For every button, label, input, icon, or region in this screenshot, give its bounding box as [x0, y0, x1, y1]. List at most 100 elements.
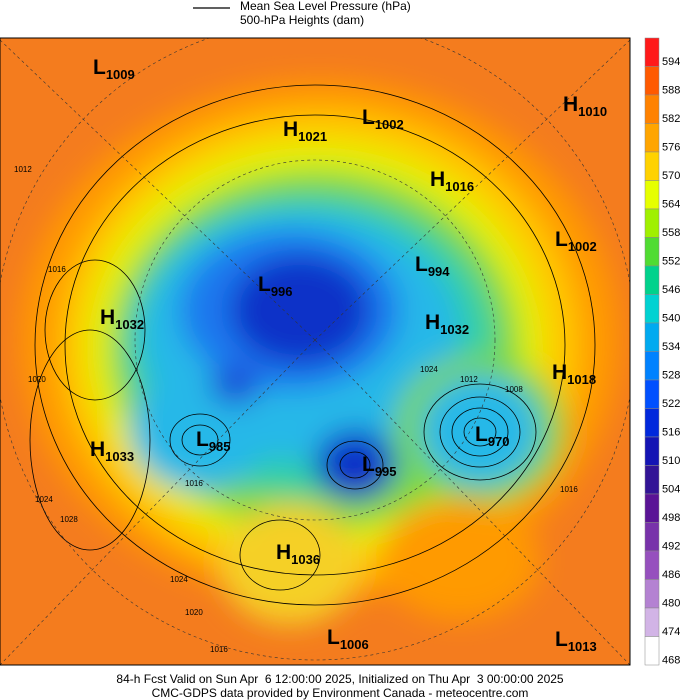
pressure-center: L1009 [93, 56, 135, 83]
pressure-center: L1006 [327, 626, 369, 653]
colorbar-swatch [644, 208, 660, 238]
colorbar-label: 552 [662, 256, 680, 268]
colorbar-swatch [644, 66, 660, 96]
contour-label: 1008 [505, 385, 523, 394]
legend-text: 500-hPa Heights (dam) [240, 13, 364, 27]
contour-label: 1016 [560, 485, 578, 494]
center-type: H [563, 93, 578, 116]
contour-label: 1016 [185, 479, 203, 488]
pressure-center: H1018 [552, 361, 596, 388]
pressure-center: H1021 [283, 118, 327, 145]
colorbar-label: 582 [662, 113, 680, 125]
colorbar-label: 588 [662, 85, 680, 97]
contour-label: 1028 [60, 515, 78, 524]
colorbar-swatch [644, 294, 660, 324]
center-type: H [430, 168, 445, 191]
pressure-center: H1010 [563, 93, 607, 120]
colorbar-swatch [644, 322, 660, 352]
footer-text: 84-h Fcst Valid on Sun Apr 6 12:00:00 20… [116, 672, 564, 686]
center-type: H [90, 438, 105, 461]
colorbar-swatch [644, 436, 660, 466]
center-type: L [362, 453, 375, 476]
contour-label: 1012 [14, 165, 32, 174]
center-value: 970 [488, 434, 510, 449]
contour-label: 1024 [420, 365, 438, 374]
pressure-center: L1013 [555, 628, 597, 655]
colorbar-label: 510 [662, 455, 680, 467]
contour-label: 1020 [185, 608, 203, 617]
colorbar-label: 474 [662, 626, 680, 638]
colorbar-label: 498 [662, 512, 680, 524]
center-value: 1032 [115, 317, 144, 332]
center-value: 1016 [445, 179, 474, 194]
pressure-center: L985 [196, 428, 231, 455]
colorbar-swatch [644, 522, 660, 552]
center-type: H [552, 361, 567, 384]
center-type: L [93, 56, 106, 79]
pressure-center: L995 [362, 453, 397, 480]
contour-label: 1020 [28, 375, 46, 384]
center-value: 1036 [291, 552, 320, 567]
center-type: L [196, 428, 209, 451]
colorbar-swatch [644, 265, 660, 295]
center-value: 985 [209, 439, 231, 454]
colorbar-label: 570 [662, 170, 680, 182]
colorbar-label: 480 [662, 598, 680, 610]
map: 1012 1016 1020 1024 1028 1024 1020 1016 1016 1012… [0, 38, 630, 665]
colorbar-swatch [644, 123, 660, 153]
colorbar-swatch [644, 550, 660, 580]
colorbar-swatch [644, 379, 660, 409]
pressure-center: H1016 [430, 168, 474, 195]
colorbar-label: 486 [662, 569, 680, 581]
pressure-center: L1002 [362, 106, 404, 133]
center-value: 994 [428, 264, 450, 279]
pressure-center: H1032 [425, 311, 469, 338]
colorbar-label: 492 [662, 541, 680, 553]
map-frame [0, 37, 631, 666]
colorbar-label: 528 [662, 370, 680, 382]
center-value: 1032 [440, 322, 469, 337]
center-value: 996 [271, 284, 293, 299]
colorbar-swatch [644, 636, 660, 666]
center-type: L [415, 253, 428, 276]
colorbar-swatch [644, 579, 660, 609]
center-type: L [475, 423, 488, 446]
colorbar-label: 534 [662, 341, 680, 353]
colorbar-label: 594 [662, 56, 680, 68]
pressure-center: H1032 [100, 306, 144, 333]
center-type: L [327, 626, 340, 649]
colorbar-swatch [644, 465, 660, 495]
center-type: L [555, 228, 568, 251]
colorbar-swatch [644, 94, 660, 124]
colorbar-label: 564 [662, 199, 680, 211]
colorbar-label: 558 [662, 227, 680, 239]
colorbar-swatch [644, 151, 660, 181]
pressure-center: L994 [415, 253, 450, 280]
center-type: L [258, 273, 271, 296]
contour-label: 1016 [210, 645, 228, 654]
colorbar-swatch [644, 237, 660, 267]
colorbar-swatch [644, 351, 660, 381]
colorbar-swatch [644, 493, 660, 523]
center-type: L [362, 106, 375, 129]
pressure-center: L996 [258, 273, 293, 300]
center-type: L [555, 628, 568, 651]
contour-label: 1024 [35, 495, 53, 504]
center-value: 1002 [375, 117, 404, 132]
colorbar-swatch [644, 180, 660, 210]
center-type: H [276, 541, 291, 564]
legend-text: Mean Sea Level Pressure (hPa) [240, 0, 411, 13]
center-value: 1018 [567, 372, 596, 387]
center-type: H [100, 306, 115, 329]
center-type: H [283, 118, 298, 141]
colorbar-label: 540 [662, 313, 680, 325]
pressure-center: H1036 [276, 541, 320, 568]
center-value: 1002 [568, 239, 597, 254]
center-value: 1010 [578, 104, 607, 119]
contour-label: 1012 [460, 375, 478, 384]
center-type: H [425, 311, 440, 334]
center-value: 1021 [298, 129, 327, 144]
center-value: 1006 [340, 637, 369, 652]
colorbar-label: 468 [662, 655, 680, 667]
